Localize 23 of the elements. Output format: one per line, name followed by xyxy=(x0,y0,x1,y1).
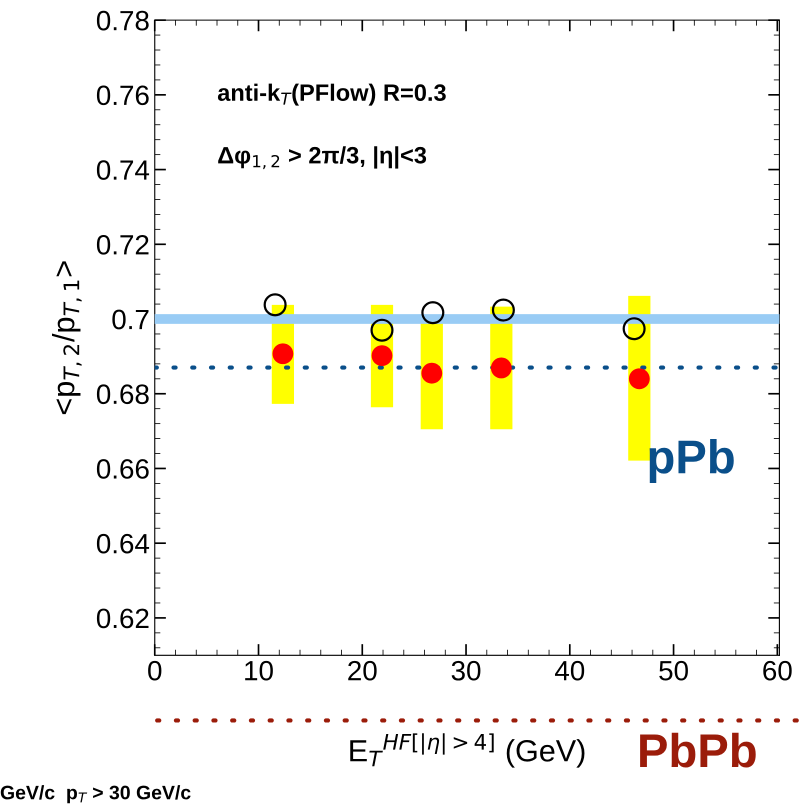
y-tick-label: 0.76 xyxy=(96,86,149,106)
x-tick-label: 50 xyxy=(659,660,688,681)
x-tick-label: 30 xyxy=(452,660,480,681)
y-tick-label: 0.72 xyxy=(96,234,148,255)
text: PbPb xyxy=(640,732,756,768)
x-axis-title: E$_{T}$$^{HF[|η|>4]}$ (GeV) xyxy=(350,733,584,768)
y-tick-label: 0.68 xyxy=(96,384,149,404)
y-tick-label: 0.74 xyxy=(96,160,150,180)
x-tick-label: 0 xyxy=(148,660,162,681)
y-tick-label: 0.78 xyxy=(96,10,149,30)
x-tick-label: 20 xyxy=(348,660,377,681)
x-tick-label: 40 xyxy=(554,660,584,681)
annotation: Δφ$_{1,2}$ > 2π/3, |η|<3 xyxy=(218,146,426,170)
x-tick-label: 10 xyxy=(245,660,273,681)
text: GeV/c p$_{T}$ > 30 GeV/c xyxy=(0,785,191,804)
y-tick-label: 0.64 xyxy=(96,534,150,554)
x-tick-label: 60 xyxy=(763,660,792,681)
annotation: anti-k$_{T}$(PFlow) R=0.3 xyxy=(218,84,446,106)
y-tick-label: 0.7 xyxy=(112,310,148,330)
y-tick-label: 0.62 xyxy=(96,608,148,628)
y-axis-title: <p$_{T,2}$/p$_{T,1}$> xyxy=(52,261,82,414)
ref-line-label: pPb xyxy=(650,438,734,483)
y-tick-label: 0.66 xyxy=(96,459,149,479)
